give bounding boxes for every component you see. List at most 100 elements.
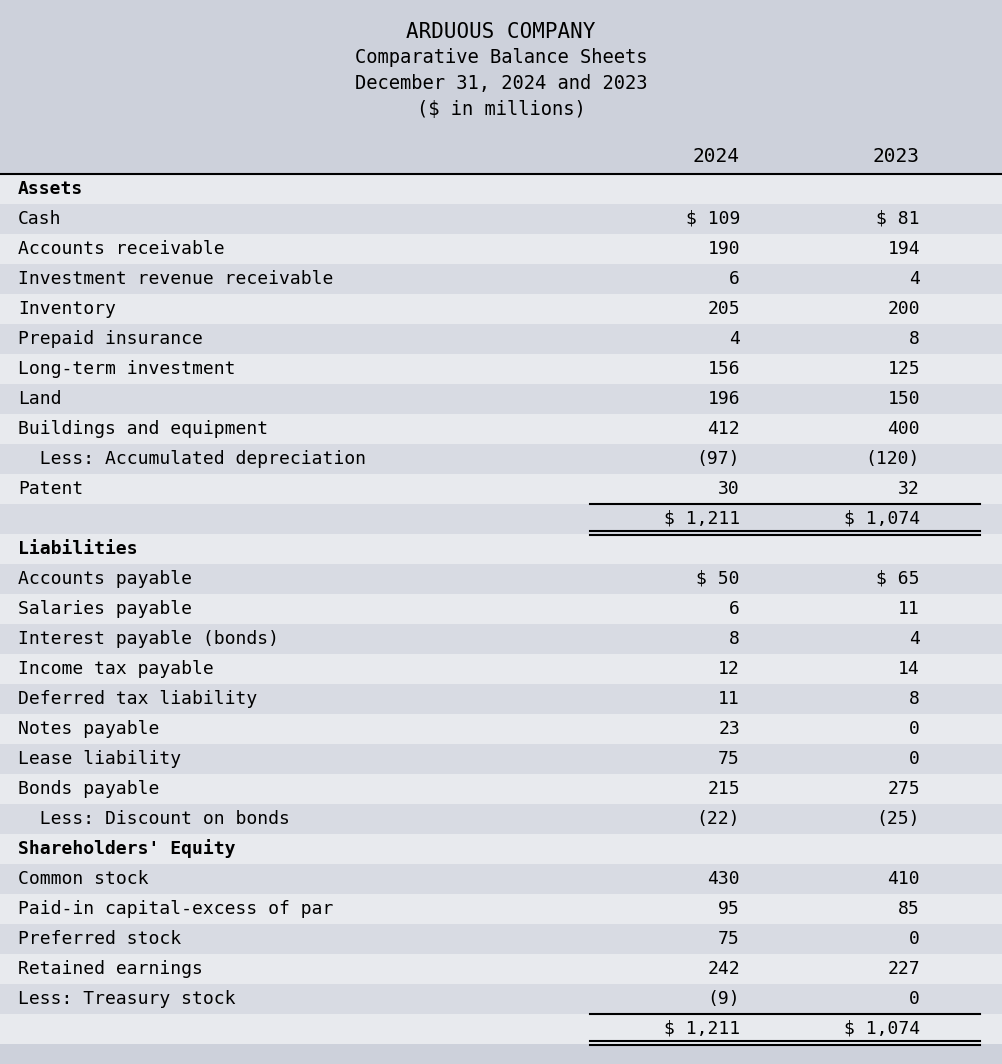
Text: $ 1,074: $ 1,074 bbox=[844, 1020, 920, 1038]
Bar bbox=[0, 204, 1002, 234]
Text: $ 81: $ 81 bbox=[877, 210, 920, 228]
Text: Accounts receivable: Accounts receivable bbox=[18, 240, 224, 257]
Text: (120): (120) bbox=[866, 450, 920, 468]
Text: Land: Land bbox=[18, 390, 61, 408]
Bar bbox=[0, 0, 1002, 138]
Bar bbox=[0, 834, 1002, 864]
Text: 2024: 2024 bbox=[693, 147, 740, 166]
Text: 8: 8 bbox=[729, 630, 740, 648]
Text: 30: 30 bbox=[718, 480, 740, 498]
Text: 410: 410 bbox=[888, 870, 920, 888]
Bar bbox=[0, 564, 1002, 594]
Text: $ 50: $ 50 bbox=[696, 570, 740, 588]
Bar bbox=[0, 864, 1002, 894]
Bar bbox=[0, 714, 1002, 744]
Text: Shareholders' Equity: Shareholders' Equity bbox=[18, 839, 235, 859]
Bar bbox=[0, 984, 1002, 1014]
Bar bbox=[0, 894, 1002, 924]
Bar bbox=[0, 325, 1002, 354]
Text: Lease liability: Lease liability bbox=[18, 750, 181, 768]
Text: 85: 85 bbox=[898, 900, 920, 918]
Text: 150: 150 bbox=[888, 390, 920, 408]
Bar bbox=[0, 294, 1002, 325]
Text: Preferred stock: Preferred stock bbox=[18, 930, 181, 948]
Text: December 31, 2024 and 2023: December 31, 2024 and 2023 bbox=[355, 74, 647, 93]
Text: Deferred tax liability: Deferred tax liability bbox=[18, 689, 258, 708]
Text: $ 1,211: $ 1,211 bbox=[664, 510, 740, 528]
Text: 0: 0 bbox=[909, 930, 920, 948]
Text: 23: 23 bbox=[718, 720, 740, 738]
Text: $ 1,074: $ 1,074 bbox=[844, 510, 920, 528]
Text: Investment revenue receivable: Investment revenue receivable bbox=[18, 270, 334, 288]
Bar bbox=[0, 954, 1002, 984]
Bar bbox=[0, 1014, 1002, 1044]
Text: Paid-in capital-excess of par: Paid-in capital-excess of par bbox=[18, 900, 334, 918]
Text: 215: 215 bbox=[707, 780, 740, 798]
Bar bbox=[0, 138, 1002, 174]
Text: 430: 430 bbox=[707, 870, 740, 888]
Text: Accounts payable: Accounts payable bbox=[18, 570, 192, 588]
Text: Buildings and equipment: Buildings and equipment bbox=[18, 420, 269, 438]
Text: 196: 196 bbox=[707, 390, 740, 408]
Bar bbox=[0, 534, 1002, 564]
Text: Inventory: Inventory bbox=[18, 300, 116, 318]
Bar bbox=[0, 264, 1002, 294]
Text: 205: 205 bbox=[707, 300, 740, 318]
Text: 412: 412 bbox=[707, 420, 740, 438]
Bar bbox=[0, 654, 1002, 684]
Bar bbox=[0, 924, 1002, 954]
Text: 4: 4 bbox=[909, 270, 920, 288]
Text: 275: 275 bbox=[888, 780, 920, 798]
Text: Less: Discount on bonds: Less: Discount on bonds bbox=[18, 810, 290, 828]
Text: 11: 11 bbox=[898, 600, 920, 618]
Text: 0: 0 bbox=[909, 720, 920, 738]
Text: (9): (9) bbox=[707, 990, 740, 1008]
Text: 242: 242 bbox=[707, 960, 740, 978]
Bar bbox=[0, 384, 1002, 414]
Text: Liabilities: Liabilities bbox=[18, 541, 137, 558]
Text: Salaries payable: Salaries payable bbox=[18, 600, 192, 618]
Text: 6: 6 bbox=[729, 600, 740, 618]
Text: Less: Treasury stock: Less: Treasury stock bbox=[18, 990, 235, 1008]
Text: 75: 75 bbox=[718, 930, 740, 948]
Text: 194: 194 bbox=[888, 240, 920, 257]
Bar bbox=[0, 174, 1002, 204]
Text: Comparative Balance Sheets: Comparative Balance Sheets bbox=[355, 48, 647, 67]
Text: 200: 200 bbox=[888, 300, 920, 318]
Bar bbox=[0, 804, 1002, 834]
Text: 400: 400 bbox=[888, 420, 920, 438]
Text: Less: Accumulated depreciation: Less: Accumulated depreciation bbox=[18, 450, 366, 468]
Text: 95: 95 bbox=[718, 900, 740, 918]
Text: Notes payable: Notes payable bbox=[18, 720, 159, 738]
Text: 2023: 2023 bbox=[873, 147, 920, 166]
Text: Assets: Assets bbox=[18, 180, 83, 198]
Text: (25): (25) bbox=[877, 810, 920, 828]
Bar bbox=[0, 414, 1002, 444]
Text: 8: 8 bbox=[909, 689, 920, 708]
Text: $ 1,211: $ 1,211 bbox=[664, 1020, 740, 1038]
Bar bbox=[0, 684, 1002, 714]
Text: 190: 190 bbox=[707, 240, 740, 257]
Text: 6: 6 bbox=[729, 270, 740, 288]
Text: (97): (97) bbox=[696, 450, 740, 468]
Text: 12: 12 bbox=[718, 660, 740, 678]
Text: 156: 156 bbox=[707, 360, 740, 378]
Text: 11: 11 bbox=[718, 689, 740, 708]
Text: 125: 125 bbox=[888, 360, 920, 378]
Text: Long-term investment: Long-term investment bbox=[18, 360, 235, 378]
Text: 14: 14 bbox=[898, 660, 920, 678]
Text: 227: 227 bbox=[888, 960, 920, 978]
Text: $ 109: $ 109 bbox=[685, 210, 740, 228]
Text: ARDUOUS COMPANY: ARDUOUS COMPANY bbox=[407, 22, 595, 41]
Text: ($ in millions): ($ in millions) bbox=[417, 100, 585, 119]
Text: Bonds payable: Bonds payable bbox=[18, 780, 159, 798]
Text: (22): (22) bbox=[696, 810, 740, 828]
Bar bbox=[0, 504, 1002, 534]
Bar bbox=[0, 594, 1002, 624]
Text: Common stock: Common stock bbox=[18, 870, 148, 888]
Text: 4: 4 bbox=[909, 630, 920, 648]
Bar bbox=[0, 354, 1002, 384]
Text: Prepaid insurance: Prepaid insurance bbox=[18, 330, 202, 348]
Text: 0: 0 bbox=[909, 990, 920, 1008]
Bar bbox=[0, 444, 1002, 473]
